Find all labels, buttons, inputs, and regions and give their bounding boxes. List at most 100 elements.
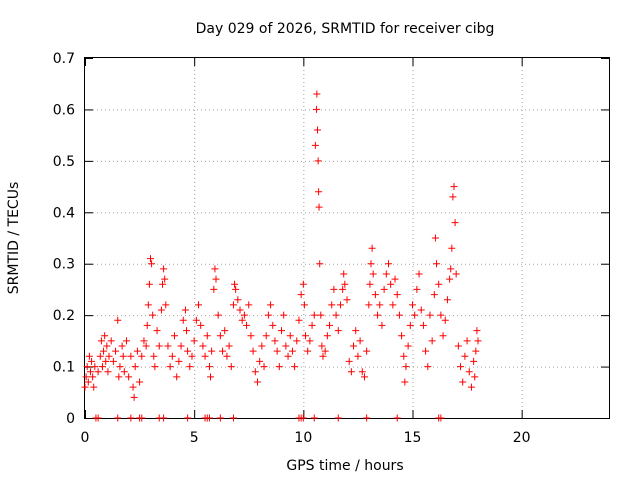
data-point — [389, 301, 397, 309]
data-point — [280, 311, 288, 319]
data-point — [82, 373, 90, 381]
data-point — [382, 270, 390, 278]
data-point — [293, 337, 301, 345]
data-point — [284, 352, 292, 360]
data-point — [299, 280, 307, 288]
data-point — [122, 337, 130, 345]
data-point — [393, 414, 401, 422]
data-point — [212, 275, 220, 283]
data-point — [428, 337, 436, 345]
data-point — [465, 368, 473, 376]
data-point — [171, 332, 179, 340]
data-point — [400, 352, 408, 360]
data-point — [86, 368, 94, 376]
data-point — [211, 265, 219, 273]
data-point — [345, 357, 353, 365]
data-point — [138, 414, 146, 422]
data-point — [387, 280, 395, 288]
data-point — [229, 414, 237, 422]
data-point — [258, 342, 266, 350]
x-tick-label: 0 — [81, 430, 90, 446]
data-point — [153, 327, 161, 335]
data-point — [316, 260, 324, 268]
data-point — [451, 219, 459, 227]
data-point — [431, 234, 439, 242]
data-point — [295, 316, 303, 324]
data-point — [374, 311, 382, 319]
plot-frame — [84, 57, 610, 419]
data-point — [437, 414, 445, 422]
data-point — [312, 105, 320, 113]
data-point — [98, 363, 106, 371]
data-point — [197, 321, 205, 329]
data-point — [188, 352, 196, 360]
data-point — [415, 270, 423, 278]
data-point — [103, 342, 111, 350]
data-point — [138, 352, 146, 360]
data-point — [473, 327, 481, 335]
data-point — [253, 378, 261, 386]
data-point — [472, 347, 480, 355]
data-point — [328, 301, 336, 309]
data-point — [302, 332, 310, 340]
data-point — [321, 347, 329, 355]
data-point — [311, 141, 319, 149]
data-point — [273, 347, 281, 355]
data-point — [101, 332, 109, 340]
data-point — [463, 337, 471, 345]
data-point — [84, 378, 92, 386]
data-point — [419, 321, 427, 329]
data-point — [306, 337, 314, 345]
data-point — [227, 363, 235, 371]
data-point — [395, 311, 403, 319]
data-point — [125, 373, 133, 381]
data-point — [83, 363, 91, 371]
data-point — [299, 414, 307, 422]
data-point — [260, 363, 268, 371]
data-point — [352, 327, 360, 335]
data-point — [467, 383, 475, 391]
data-point — [300, 301, 308, 309]
data-point — [317, 311, 325, 319]
data-point — [449, 193, 457, 201]
data-point — [332, 311, 340, 319]
x-tick-label: 15 — [404, 430, 422, 446]
data-point — [297, 291, 305, 299]
data-point — [231, 280, 239, 288]
data-point — [363, 347, 371, 355]
data-point — [262, 332, 270, 340]
data-point — [356, 337, 364, 345]
data-point — [114, 414, 122, 422]
data-point — [130, 393, 138, 401]
data-point — [271, 337, 279, 345]
data-point — [376, 301, 384, 309]
data-point — [223, 352, 231, 360]
data-point — [142, 342, 150, 350]
data-point — [310, 311, 318, 319]
data-point — [433, 260, 441, 268]
data-point — [398, 332, 406, 340]
data-point — [208, 347, 216, 355]
data-point — [133, 347, 141, 355]
data-point — [380, 285, 388, 293]
data-point — [457, 363, 465, 371]
x-tick-label: 10 — [294, 430, 312, 446]
data-point — [413, 285, 421, 293]
data-point — [127, 414, 135, 422]
data-point — [426, 311, 434, 319]
y-tick-label: 0.2 — [53, 308, 75, 324]
data-point — [319, 352, 327, 360]
data-point — [127, 352, 135, 360]
data-point — [190, 337, 198, 345]
data-point — [104, 368, 112, 376]
data-point — [378, 321, 386, 329]
data-point — [411, 311, 419, 319]
data-point — [315, 188, 323, 196]
data-point — [430, 291, 438, 299]
data-point — [219, 347, 227, 355]
data-point — [120, 368, 128, 376]
data-point — [94, 414, 102, 422]
data-point — [143, 321, 151, 329]
data-point — [89, 373, 97, 381]
data-point — [371, 291, 379, 299]
